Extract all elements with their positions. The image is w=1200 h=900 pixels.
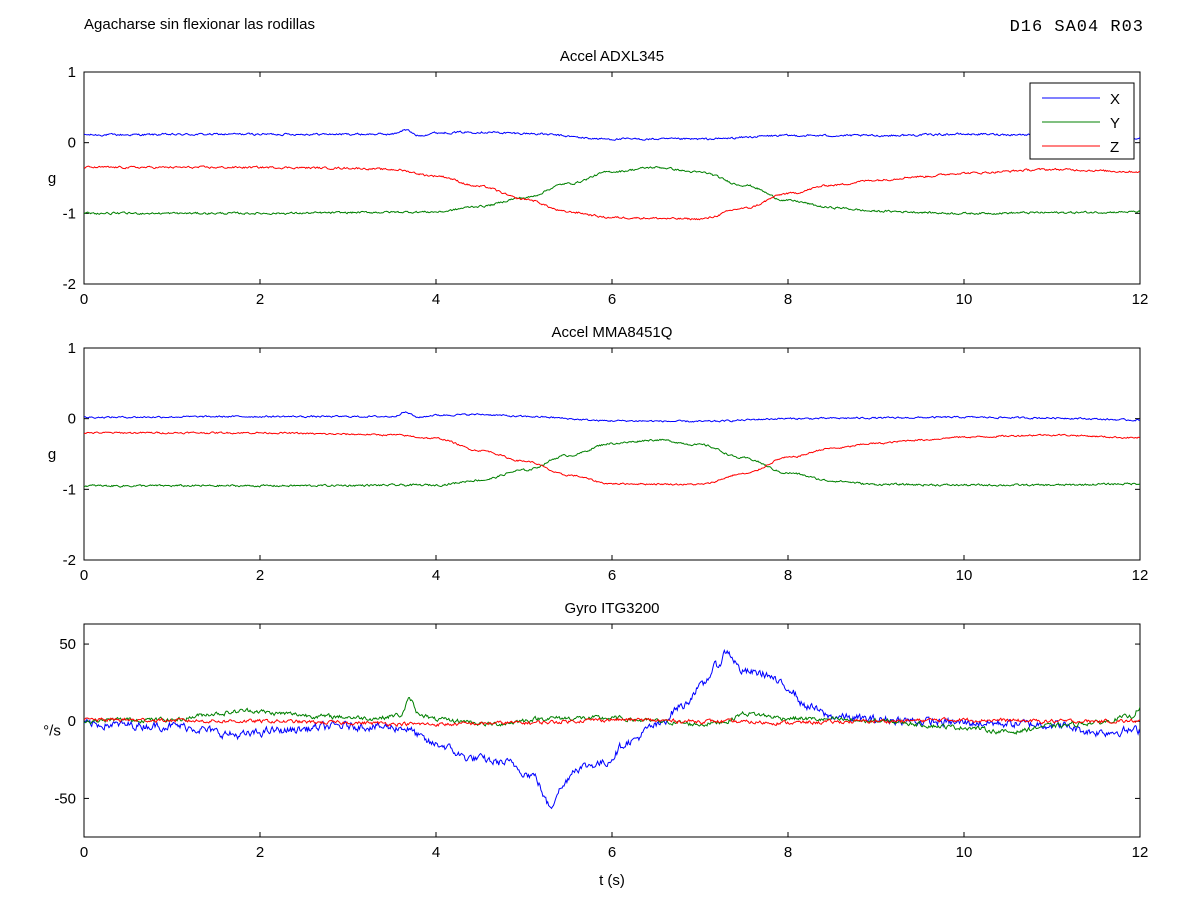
series-line-y: [84, 696, 1140, 736]
y-axis-label: g: [48, 170, 56, 187]
legend-label: Y: [1110, 115, 1120, 132]
y-tick-label: -2: [63, 276, 76, 293]
x-tick-label: 12: [1132, 291, 1149, 308]
x-tick-label: 8: [784, 844, 792, 861]
series-line-x: [84, 411, 1140, 423]
legend: XYZ: [1029, 82, 1135, 160]
x-tick-label: 8: [784, 291, 792, 308]
y-tick-label: -1: [63, 205, 76, 222]
series-line-x: [84, 648, 1140, 810]
plot-area: [83, 71, 1141, 285]
y-tick-label: -2: [63, 552, 76, 569]
y-tick-label: 0: [68, 135, 76, 152]
series-line-z: [84, 165, 1140, 221]
x-tick-label: 4: [432, 291, 440, 308]
x-tick-label: 6: [608, 844, 616, 861]
x-tick-label: 4: [432, 844, 440, 861]
x-tick-label: 12: [1132, 844, 1149, 861]
x-tick-label: 0: [80, 844, 88, 861]
x-tick-label: 4: [432, 567, 440, 584]
x-tick-label: 2: [256, 291, 264, 308]
y-axis-label: g: [48, 446, 56, 463]
x-tick-label: 2: [256, 567, 264, 584]
plot-area: [83, 623, 1141, 838]
x-tick-label: 0: [80, 291, 88, 308]
chart-title: Accel MMA8451Q: [552, 324, 673, 341]
y-tick-label: 1: [68, 340, 76, 357]
series-line-y: [84, 165, 1140, 216]
chart-title: Gyro ITG3200: [564, 600, 659, 617]
x-tick-label: 10: [956, 291, 973, 308]
x-tick-label: 12: [1132, 567, 1149, 584]
y-tick-label: 0: [68, 713, 76, 730]
chart-panel-3: Gyro ITG3200 0 2 4 6 8 10 12 50 0 -50 °/s t (s): [43, 600, 1148, 889]
series-line-z: [84, 716, 1140, 728]
x-tick-label: 8: [784, 567, 792, 584]
x-tick-label: 6: [608, 291, 616, 308]
x-tick-label: 6: [608, 567, 616, 584]
x-axis-label: t (s): [599, 872, 625, 889]
y-tick-label: 1: [68, 64, 76, 81]
plot-area: [83, 347, 1141, 561]
x-tick-label: 0: [80, 567, 88, 584]
legend-label: X: [1110, 91, 1120, 108]
x-tick-label: 2: [256, 844, 264, 861]
y-axis-label: °/s: [43, 723, 61, 740]
series-line-y: [84, 438, 1140, 488]
y-tick-label: 50: [59, 636, 76, 653]
legend-label: Z: [1110, 139, 1119, 156]
y-tick-label: -50: [54, 790, 76, 807]
series-line-x: [84, 129, 1140, 141]
y-tick-label: 0: [68, 411, 76, 428]
figure-code: D16 SA04 R03: [1009, 18, 1144, 37]
figure-description: Agacharse sin flexionar las rodillas: [84, 16, 315, 33]
x-tick-label: 10: [956, 844, 973, 861]
chart-title: Accel ADXL345: [560, 48, 664, 65]
x-tick-label: 10: [956, 567, 973, 584]
y-tick-label: -1: [63, 481, 76, 498]
series-line-z: [84, 431, 1140, 486]
